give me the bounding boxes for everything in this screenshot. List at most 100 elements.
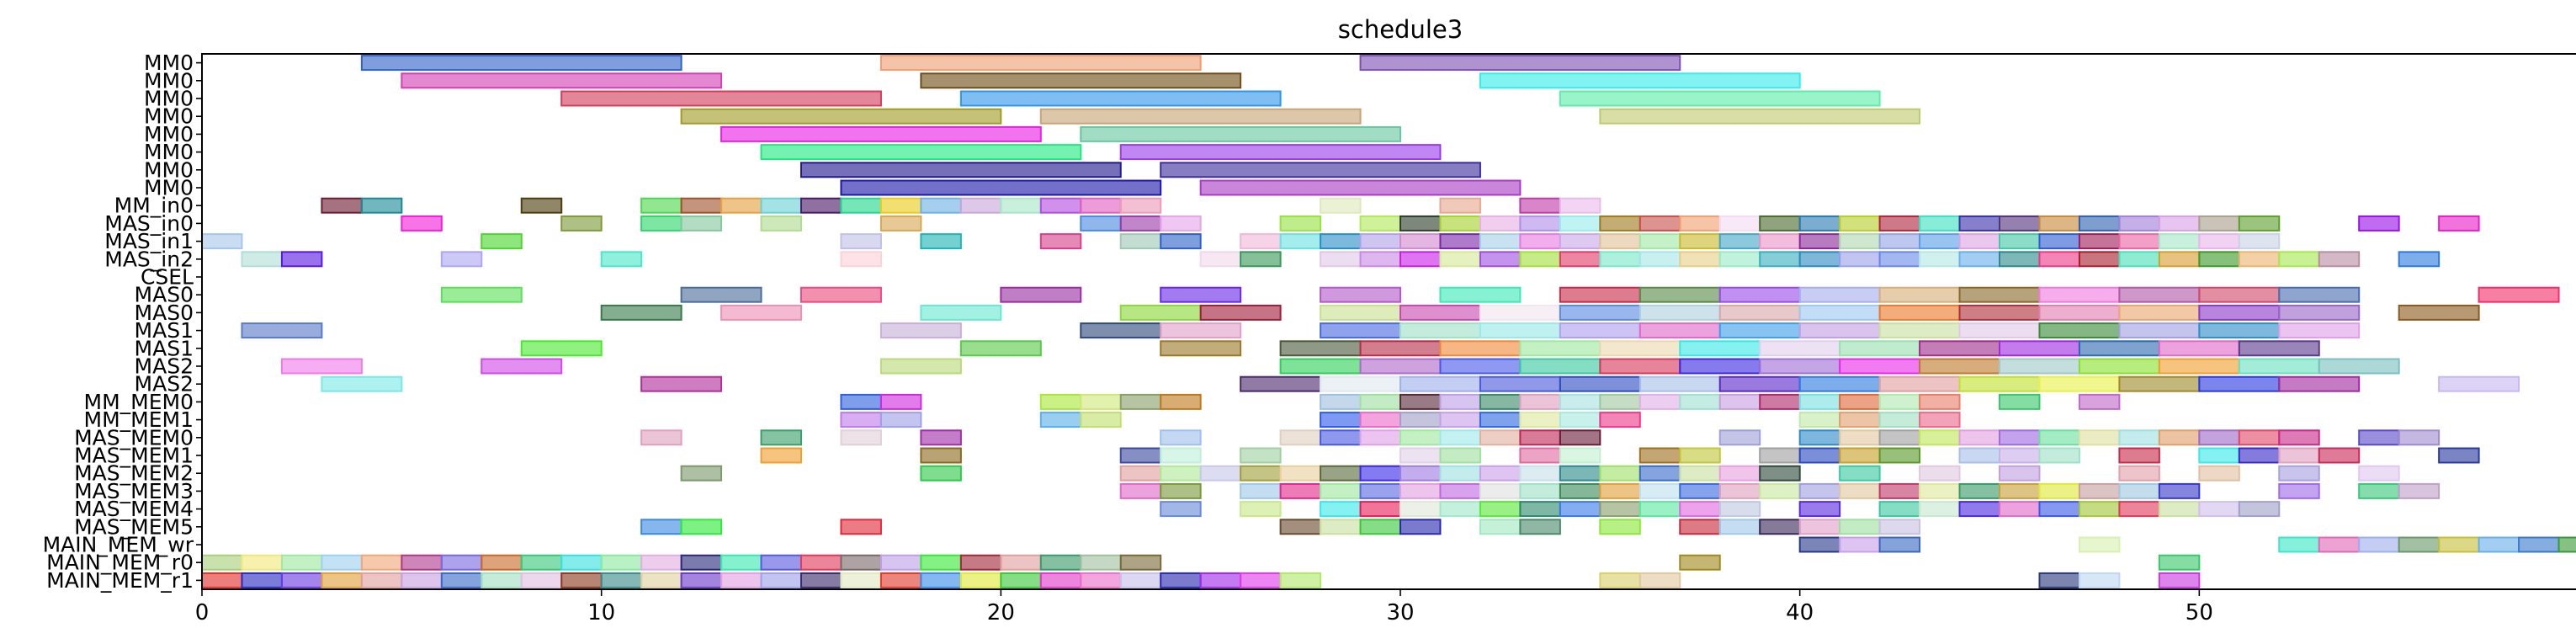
- task-bar: [1400, 519, 1442, 535]
- task-bar: [1878, 519, 1921, 535]
- task-bar: [1039, 393, 1082, 410]
- task-bar: [1919, 340, 2000, 357]
- task-bar: [520, 340, 603, 357]
- task-bar: [2038, 322, 2121, 339]
- task-bar: [2078, 429, 2121, 446]
- task-bar: [1080, 554, 1122, 571]
- task-bar: [640, 554, 683, 571]
- task-bar: [1160, 501, 1202, 518]
- task-bar: [1798, 286, 1881, 303]
- task-bar: [1878, 375, 1961, 392]
- task-bar: [2078, 358, 2160, 375]
- task-bar: [1759, 340, 1841, 357]
- task-bar: [920, 233, 962, 250]
- task-bar: [1240, 572, 1282, 588]
- task-bar: [1999, 447, 2041, 464]
- task-bar: [1400, 412, 1442, 428]
- task-bar: [1718, 393, 1761, 410]
- task-bar: [1119, 572, 1162, 588]
- task-bar: [241, 251, 283, 268]
- task-bar: [800, 162, 1122, 178]
- task-bar: [640, 429, 683, 446]
- task-bar: [1718, 304, 1801, 321]
- task-bar: [1878, 251, 1921, 268]
- task-bar: [1679, 233, 1721, 250]
- task-bar: [2118, 482, 2160, 499]
- y-tick-label: MAIN_MEM_r0: [46, 551, 194, 575]
- task-bar: [1679, 447, 1721, 464]
- task-bar: [1199, 179, 1522, 196]
- task-bar: [1798, 304, 1881, 321]
- task-bar: [1958, 322, 2041, 339]
- task-bar: [1639, 233, 1681, 250]
- task-bar: [1439, 233, 1481, 250]
- task-bar: [1679, 340, 1761, 357]
- task-bar: [1519, 501, 1561, 518]
- y-tick-label: MM0: [144, 176, 194, 200]
- task-bar: [600, 251, 643, 268]
- task-bar: [1320, 482, 1362, 499]
- task-bar: [920, 429, 962, 446]
- task-bar: [2198, 233, 2240, 250]
- task-bar: [1759, 447, 1801, 464]
- task-bar: [1878, 482, 1921, 499]
- task-bar: [1839, 519, 1881, 535]
- task-bar: [2198, 251, 2240, 268]
- task-bar: [1599, 233, 1641, 250]
- task-bar: [2438, 215, 2480, 232]
- task-bar: [1400, 429, 1442, 446]
- task-bar: [1798, 322, 1881, 339]
- task-bar: [2238, 233, 2281, 250]
- task-bar: [2038, 572, 2080, 588]
- task-bar: [481, 358, 563, 375]
- task-bar: [959, 572, 1002, 588]
- task-bars: [201, 55, 2576, 588]
- task-bar: [2078, 572, 2121, 588]
- task-bar: [1559, 447, 1601, 464]
- task-bar: [2358, 215, 2400, 232]
- task-bar: [1279, 233, 1322, 250]
- task-bar: [1559, 304, 1641, 321]
- task-bar: [1039, 412, 1082, 428]
- task-bar: [1999, 482, 2041, 499]
- task-bar: [1519, 251, 1561, 268]
- task-bar: [2198, 304, 2281, 321]
- task-bar: [1559, 251, 1601, 268]
- task-bar: [2398, 304, 2480, 321]
- task-bar: [1639, 251, 1681, 268]
- task-bar: [1279, 358, 1362, 375]
- task-bar: [1439, 358, 1522, 375]
- task-bar: [1279, 482, 1322, 499]
- task-bar: [1679, 554, 1721, 571]
- task-bar: [1479, 233, 1522, 250]
- y-tick-label: MAS_MEM5: [74, 514, 194, 539]
- task-bar: [1839, 358, 1921, 375]
- task-bar: [879, 55, 1202, 72]
- task-bar: [959, 90, 1282, 107]
- task-bar: [760, 572, 802, 588]
- y-tick-label: CSEL: [141, 265, 194, 290]
- task-bar: [2118, 465, 2160, 482]
- task-bar: [1439, 465, 1481, 482]
- task-bar: [2358, 482, 2400, 499]
- task-bar: [1839, 447, 1881, 464]
- task-bar: [2078, 215, 2121, 232]
- task-bar: [2118, 375, 2201, 392]
- task-bar: [1958, 501, 2001, 518]
- task-bar: [1400, 393, 1442, 410]
- task-bar: [1878, 501, 1921, 518]
- task-bar: [2078, 251, 2121, 268]
- task-bar: [1359, 429, 1401, 446]
- task-bar: [1320, 251, 1362, 268]
- task-bar: [1240, 482, 1282, 499]
- task-bar: [1279, 572, 1322, 588]
- task-bar: [2438, 447, 2480, 464]
- y-tick-label: MM0: [144, 51, 194, 75]
- task-bar: [1359, 233, 1401, 250]
- task-bar: [360, 55, 683, 72]
- task-bar: [1119, 465, 1162, 482]
- y-tick-label: MAS_MEM3: [74, 479, 194, 503]
- y-tick-label: MM0: [144, 122, 194, 146]
- task-bar: [1320, 233, 1362, 250]
- task-bar: [2238, 340, 2320, 357]
